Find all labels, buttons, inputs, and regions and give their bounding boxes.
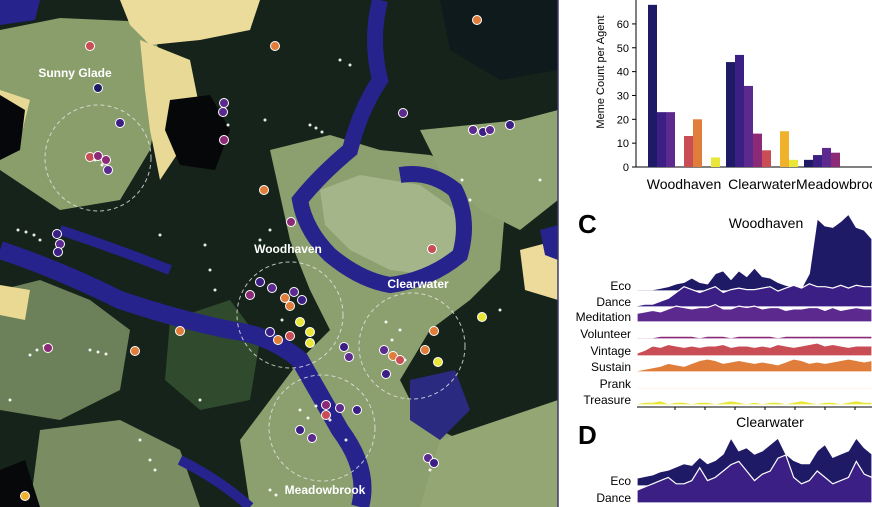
- ridge-label-sustain: Sustain: [591, 360, 631, 374]
- ridge-label-vintage: Vintage: [591, 344, 632, 358]
- meme-count-bar-chart: 0 10 20 30 40 50 60 Meme Count per Agent Woodhav…: [595, 0, 872, 192]
- bar-y-axis-label: Meme Count per Agent: [595, 15, 607, 128]
- bar-prank-clearwater: [780, 131, 789, 167]
- bar-treasure-clearwater: [789, 159, 798, 167]
- bar-y-tick-label: 30: [617, 90, 629, 102]
- bar-eco-clearwater: [726, 62, 735, 168]
- bar-sustain-woodhaven: [693, 119, 702, 167]
- ridge-meditation: [636, 303, 872, 323]
- bar-y-tick-label: 40: [617, 67, 629, 79]
- bar-y-tick-label: 60: [617, 19, 629, 31]
- town-label-sunny-glade: Sunny Glade: [38, 66, 112, 80]
- bar-treasure-woodhaven: [711, 157, 720, 167]
- town-label-clearwater: Clearwater: [387, 277, 449, 291]
- ridge-prank: [636, 387, 872, 390]
- bar-vintage-woodhaven: [684, 136, 693, 167]
- bar-vintage-clearwater: [762, 150, 771, 167]
- ridge-eco: [636, 213, 872, 292]
- ridge-label-eco: Eco: [610, 279, 631, 293]
- ridge-label-dance: Dance: [596, 491, 631, 505]
- ridge-label-meditation: Meditation: [576, 310, 631, 324]
- ridge-eco: [636, 436, 872, 487]
- bar-y-tick-label: 50: [617, 43, 629, 55]
- ridge-treasure: [636, 399, 872, 406]
- bar-dance-woodhaven: [657, 112, 666, 167]
- ridge-vintage: [636, 342, 872, 357]
- ridge-volunteer: [636, 335, 872, 340]
- bar-category-label: Clearwater: [728, 176, 796, 192]
- bar-category-label: Meadowbrook: [796, 176, 872, 192]
- bar-y-tick-label: 0: [623, 162, 629, 174]
- ridge-label-eco: Eco: [610, 474, 631, 488]
- bar-volunteer-meadowbrook: [831, 152, 840, 167]
- bar-y-tick-label: 10: [617, 138, 629, 150]
- simulation-map: Sunny Glade Woodhaven Clearwater Meadowb…: [0, 0, 558, 507]
- clearwater-ridge-chart: Eco Dance: [596, 436, 872, 505]
- town-label-woodhaven: Woodhaven: [254, 242, 322, 256]
- ridge-label-volunteer: Volunteer: [580, 327, 631, 341]
- bar-volunteer-clearwater: [753, 133, 762, 167]
- bar-category-label: Woodhaven: [647, 176, 721, 192]
- town-label-meadowbrook: Meadowbrook: [285, 483, 366, 497]
- ridge-label-dance: Dance: [596, 295, 631, 309]
- panel-d-title: Clearwater: [736, 414, 804, 430]
- bar-meditation-woodhaven: [666, 112, 675, 167]
- panel-c-title: Woodhaven: [729, 215, 803, 231]
- bar-meditation-meadowbrook: [822, 147, 831, 167]
- bar-eco-woodhaven: [648, 4, 657, 167]
- bar-meditation-clearwater: [744, 85, 753, 167]
- ridge-label-prank: Prank: [600, 377, 632, 391]
- panel-d-label: D: [578, 420, 597, 450]
- ridge-label-treasure: Treasure: [583, 393, 631, 407]
- bar-dance-meadowbrook: [813, 155, 822, 167]
- bar-dance-clearwater: [735, 54, 744, 167]
- ridge-sustain: [636, 358, 872, 373]
- bar-y-tick-label: 20: [617, 114, 629, 126]
- ridge-dance: [636, 283, 872, 308]
- ridge-dance: [636, 454, 872, 504]
- panel-c-label: C: [578, 209, 597, 239]
- bar-eco-meadowbrook: [804, 159, 813, 167]
